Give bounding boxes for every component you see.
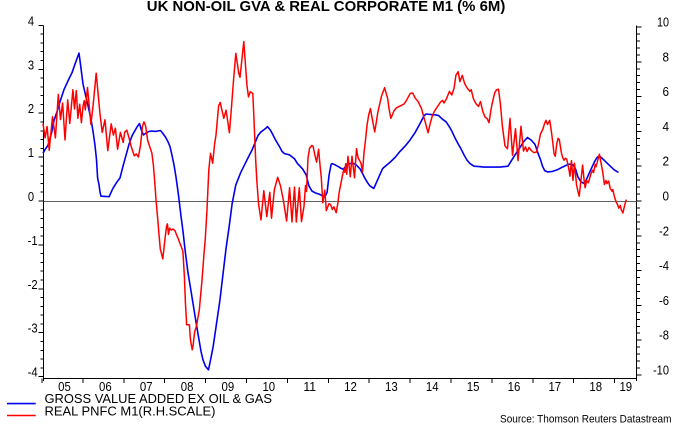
svg-text:1: 1 — [28, 146, 34, 160]
svg-text:-2: -2 — [659, 224, 669, 238]
svg-text:06: 06 — [99, 379, 112, 394]
svg-text:UK NON-OIL GVA & REAL CORPORAT: UK NON-OIL GVA & REAL CORPORATE M1 (% 6M… — [147, 0, 506, 15]
svg-text:-8: -8 — [659, 329, 669, 343]
svg-text:-2: -2 — [28, 278, 38, 292]
svg-text:6: 6 — [663, 85, 670, 99]
svg-text:-6: -6 — [659, 294, 669, 308]
svg-text:15: 15 — [467, 379, 480, 394]
svg-text:Source: Thomson Reuters Datast: Source: Thomson Reuters Datastream — [500, 413, 672, 425]
svg-text:3: 3 — [28, 58, 34, 72]
svg-text:12: 12 — [344, 379, 357, 394]
svg-text:-3: -3 — [28, 322, 38, 336]
svg-text:8: 8 — [663, 50, 670, 64]
svg-text:2: 2 — [28, 102, 34, 116]
svg-text:19: 19 — [619, 379, 632, 394]
svg-text:-1: -1 — [28, 234, 38, 248]
svg-text:4: 4 — [28, 14, 34, 28]
svg-text:07: 07 — [140, 379, 153, 394]
svg-text:13: 13 — [385, 379, 398, 394]
svg-text:11: 11 — [303, 379, 316, 394]
svg-text:-10: -10 — [653, 364, 669, 378]
svg-text:10: 10 — [657, 16, 669, 30]
svg-text:10: 10 — [262, 379, 275, 394]
svg-text:05: 05 — [58, 379, 71, 394]
svg-text:16: 16 — [508, 379, 521, 394]
svg-text:REAL PNFC M1(R.H.SCALE): REAL PNFC M1(R.H.SCALE) — [45, 404, 216, 419]
svg-text:GROSS VALUE ADDED EX OIL & GAS: GROSS VALUE ADDED EX OIL & GAS — [45, 391, 273, 406]
svg-text:14: 14 — [426, 379, 439, 394]
svg-text:0: 0 — [28, 190, 34, 204]
svg-text:-4: -4 — [659, 259, 669, 273]
svg-text:-4: -4 — [28, 366, 38, 380]
svg-text:18: 18 — [589, 379, 602, 394]
svg-text:08: 08 — [181, 379, 194, 394]
svg-text:0: 0 — [663, 190, 670, 204]
svg-text:17: 17 — [548, 379, 561, 394]
svg-text:09: 09 — [222, 379, 235, 394]
svg-text:4: 4 — [663, 120, 670, 134]
svg-text:2: 2 — [663, 155, 670, 169]
